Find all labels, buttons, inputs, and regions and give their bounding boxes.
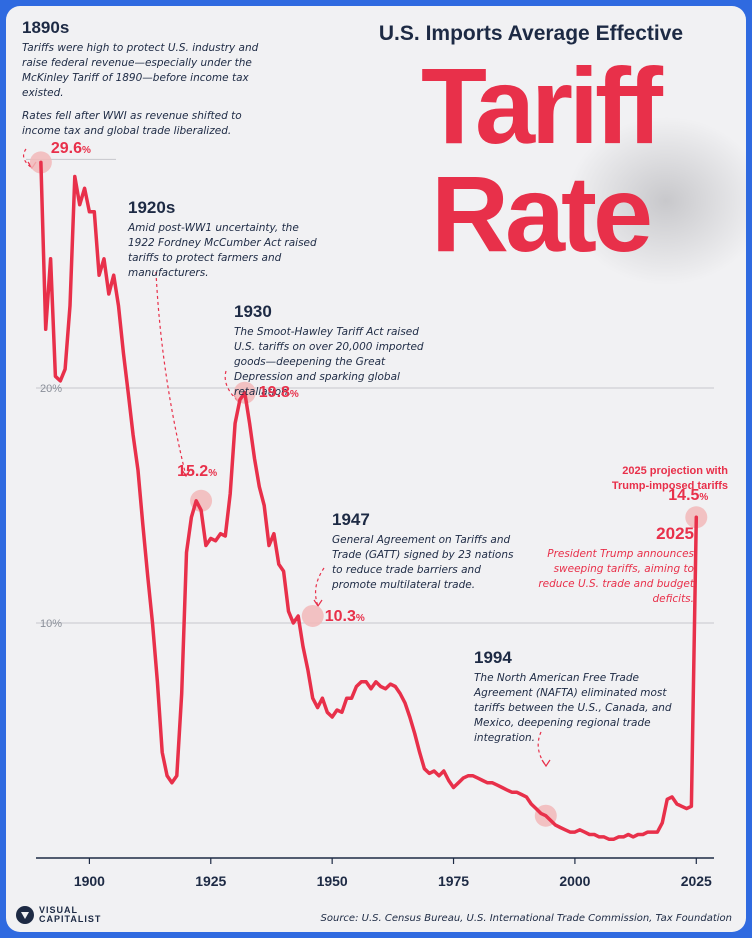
chart-subtitle: U.S. Imports Average Effective — [378, 22, 684, 45]
chart-title-line2: Rate — [430, 153, 653, 274]
arrow-1920s-head — [181, 469, 191, 478]
annotation-text: General Agreement on Tariffs and Trade (… — [332, 534, 514, 591]
arrow-1920s — [155, 271, 187, 477]
logo-icon — [16, 906, 34, 924]
value-label: 14.5% — [668, 487, 708, 505]
x-tick-label: 1975 — [438, 873, 469, 889]
annotation-year: 2025 — [656, 524, 694, 543]
x-tick-label: 1925 — [195, 873, 226, 889]
series-lines — [39, 160, 699, 841]
value-label-unit: % — [289, 388, 299, 400]
tariff-line-chart: 10% 20% 1900 1925 1950 1975 2000 2025 — [22, 148, 714, 889]
x-tick-label: 2000 — [559, 873, 590, 889]
arrow-1947-head — [313, 599, 323, 608]
annotation-1930: 1930 The Smoot-Hawley Tariff Act raised … — [234, 302, 430, 400]
value-label: 10.3% — [325, 608, 365, 626]
annotation-year: 1947 — [332, 510, 370, 529]
x-axis: 1900 1925 1950 1975 2000 2025 — [36, 857, 714, 889]
value-label-unit: % — [81, 145, 91, 157]
annotation-1890s: 1890s Tariffs were high to protect U.S. … — [22, 18, 272, 139]
y-tick-label: 20% — [40, 383, 62, 395]
value-label-unit: % — [208, 467, 218, 479]
visual-capitalist-logo: VISUAL CAPITALIST — [16, 906, 101, 924]
x-tick-label: 1900 — [74, 873, 105, 889]
logo-line2: CAPITALIST — [39, 914, 102, 924]
annotation-1994: 1994 The North American Free Trade Agree… — [474, 648, 678, 746]
annotation-2025: 2025 President Trump announces sweeping … — [518, 524, 694, 607]
highlight-circle — [301, 604, 324, 627]
annotation-text: Tariffs were high to protect U.S. indust… — [22, 42, 259, 99]
annotation-year: 1890s — [22, 18, 70, 37]
value-label-number: 29.6 — [50, 140, 82, 158]
projection-label: 2025 projection with Trump-imposed tarif… — [611, 465, 728, 492]
source-note: Source: U.S. Census Bureau, U.S. Interna… — [320, 913, 732, 924]
annotation-year: 1930 — [234, 302, 272, 321]
value-label-number: 15.2 — [177, 462, 209, 480]
annotation-text: Amid post-WW1 uncertainty, the 1922 Ford… — [128, 222, 317, 279]
arrow-1947 — [314, 567, 325, 607]
series-line — [39, 160, 699, 841]
infographic-frame: U.S. Imports Average Effective Tariff Ra… — [6, 6, 746, 932]
annotation-text: The Smoot-Hawley Tariff Act raised U.S. … — [234, 326, 424, 398]
annotation-year: 1920s — [128, 198, 176, 217]
value-label-number: 10.3 — [324, 607, 356, 625]
value-label: 15.2% — [177, 463, 217, 481]
y-tick-label: 10% — [40, 618, 62, 630]
chart-title-line1: Tariff — [421, 45, 663, 166]
annotation-text: The North American Free Trade Agreement … — [474, 672, 672, 744]
logo-line1: VISUAL — [39, 905, 79, 915]
value-label: 19.8% — [259, 384, 299, 402]
value-label: 29.6% — [51, 140, 91, 158]
arrow-1890s — [22, 148, 33, 169]
value-label-number: 14.5 — [668, 487, 700, 505]
background-silhouette — [566, 116, 746, 286]
gridlines: 10% 20% — [26, 158, 714, 630]
x-tick-label: 1950 — [317, 873, 348, 889]
annotation-1920s: 1920s Amid post-WW1 uncertainty, the 192… — [128, 198, 320, 281]
annotation-text: President Trump announces sweeping tarif… — [538, 548, 694, 605]
arrow-1994-head — [541, 759, 551, 768]
annotation-1947: 1947 General Agreement on Tariffs and Tr… — [332, 510, 514, 593]
annotation-text-secondary: Rates fell after WWI as revenue shifted … — [22, 110, 242, 137]
value-label-unit: % — [699, 492, 709, 504]
annotation-year: 1994 — [474, 648, 512, 667]
value-label-unit: % — [355, 612, 365, 624]
x-tick-label: 2025 — [681, 873, 712, 889]
value-label-number: 19.8 — [258, 383, 290, 401]
